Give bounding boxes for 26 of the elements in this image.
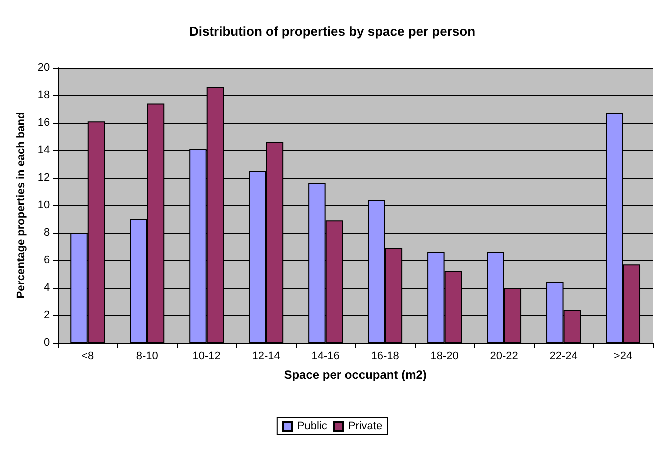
x-tick-label: 18-20 [430, 350, 459, 362]
x-tick-label: 16-18 [371, 350, 400, 362]
y-tick-label: 18 [38, 90, 50, 102]
y-tick-label: 0 [44, 337, 50, 349]
x-tick-label: 8-10 [136, 350, 158, 362]
x-tick-label: 10-12 [192, 350, 221, 362]
y-tick-label: 2 [44, 310, 50, 322]
y-tick-label: 14 [38, 144, 50, 156]
y-axis-title: Percentage properties in each band [16, 112, 28, 299]
y-tick-label: 4 [44, 282, 50, 294]
x-tick-label: 20-22 [490, 350, 518, 362]
y-tick-label: 16 [38, 117, 50, 129]
legend-label: Private [348, 420, 383, 432]
x-axis-title: Space per occupant (m2) [284, 368, 427, 382]
x-tick-label: >24 [614, 350, 633, 362]
x-tick-label: 12-14 [252, 350, 280, 362]
x-tick-label: 14-16 [312, 350, 340, 362]
x-tick-label: <8 [82, 350, 94, 362]
chart-title: Distribution of properties by space per person [189, 24, 476, 39]
legend-label: Public [297, 420, 328, 432]
x-tick-label: 22-24 [550, 350, 578, 362]
y-tick-label: 10 [38, 200, 50, 212]
y-tick-label: 6 [44, 254, 50, 266]
y-tick-label: 12 [38, 172, 50, 184]
y-tick-label: 20 [38, 62, 50, 74]
y-tick-label: 8 [44, 227, 50, 239]
